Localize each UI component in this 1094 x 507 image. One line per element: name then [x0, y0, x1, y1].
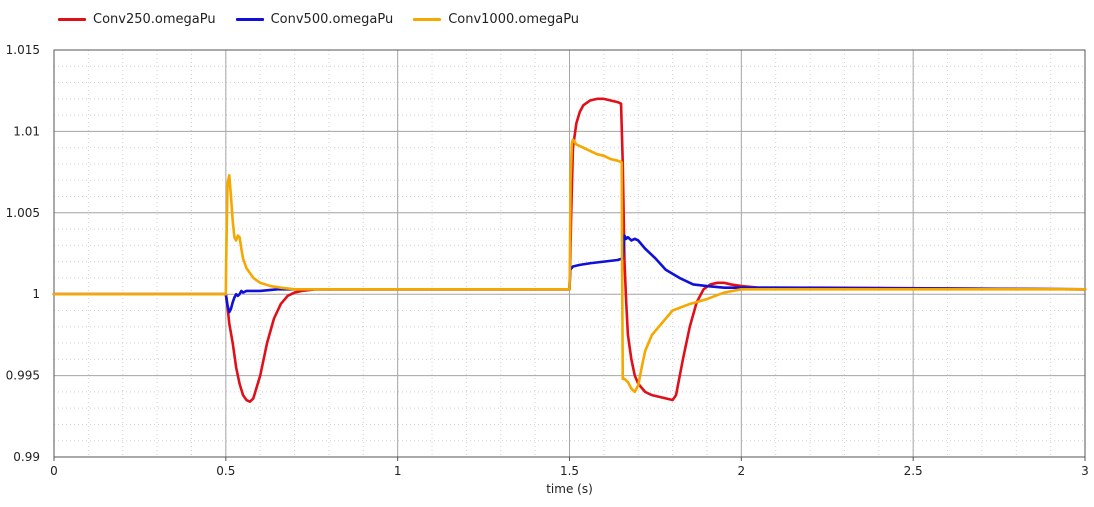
x-tick-label: 1 [394, 464, 402, 478]
x-axis-title: time (s) [546, 482, 593, 496]
legend-swatch-conv500 [235, 18, 264, 21]
y-axis: 0.99 0.995 1 1.005 1.01 1.015 [6, 43, 40, 464]
x-tick-label: 1.5 [560, 464, 579, 478]
legend-swatch-conv250 [58, 18, 86, 21]
x-axis: 0 0.5 1 1.5 2 2.5 3 [50, 457, 1089, 478]
legend-label-conv250: Conv250.omegaPu [93, 12, 216, 27]
y-tick-label: 1.01 [13, 124, 40, 138]
series-line-conv1000 [52, 138, 1087, 394]
chart-legend: Conv250.omegaPu Conv500.omegaPu Conv1000… [58, 12, 579, 27]
y-tick-label: 1 [32, 287, 40, 301]
x-tick-label: 2 [738, 464, 746, 478]
y-tick-label: 1.005 [6, 206, 40, 220]
x-tick-label: 0.5 [216, 464, 235, 478]
legend-label-conv500: Conv500.omegaPu [270, 12, 394, 27]
series-line-conv250 [52, 97, 1087, 403]
y-tick-label: 1.015 [6, 43, 40, 57]
x-tick-label: 3 [1081, 464, 1089, 478]
legend-item-conv500: Conv500.omegaPu [235, 12, 394, 27]
series-line-conv500 [52, 234, 1087, 314]
legend-label-conv1000: Conv1000.omegaPu [448, 12, 580, 27]
x-tick-label: 2.5 [904, 464, 923, 478]
x-tick-label: 0 [50, 464, 58, 478]
y-tick-label: 0.99 [13, 450, 40, 464]
legend-item-conv250: Conv250.omegaPu [58, 12, 216, 27]
y-tick-label: 0.995 [6, 369, 40, 383]
legend-swatch-conv1000 [413, 18, 442, 21]
legend-item-conv1000: Conv1000.omegaPu [413, 12, 579, 27]
series-layer [52, 97, 1087, 403]
